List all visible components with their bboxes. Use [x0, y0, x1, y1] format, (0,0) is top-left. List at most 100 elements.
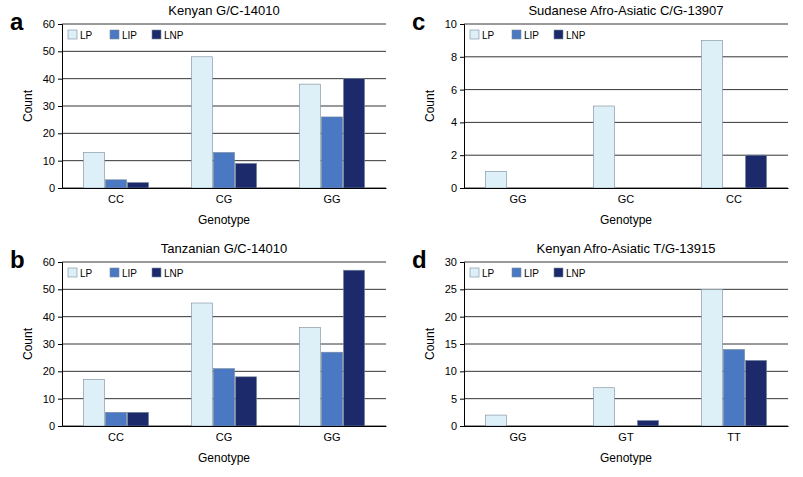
legend: LPLIPLNP: [65, 28, 193, 42]
panel-letter: b: [10, 246, 25, 273]
tick-label: 5: [451, 393, 457, 405]
tick-label: GG: [509, 431, 526, 443]
bar: [127, 412, 148, 426]
panel: 0102030405060CCCGGGLPLIPLNPKenyan G/C-14…: [10, 3, 387, 227]
x-axis: CCCGGG: [63, 427, 387, 443]
tick: 6: [451, 84, 464, 96]
bar: [299, 328, 320, 426]
tick-label: 30: [43, 338, 55, 350]
tick-label: 15: [445, 338, 457, 350]
legend-swatch: [554, 268, 563, 277]
tick: 2: [451, 149, 464, 161]
tick-mark: [58, 79, 62, 80]
tick-label: 60: [43, 256, 55, 268]
tick: 60: [43, 18, 62, 30]
bar: [343, 270, 364, 426]
tick: CC: [108, 431, 124, 443]
tick-label: 0: [49, 182, 55, 194]
panel-letter: a: [10, 8, 24, 35]
tick-label: GG: [509, 193, 526, 205]
tick: 30: [43, 338, 62, 350]
legend-label: LP: [482, 30, 495, 41]
tick: 0: [49, 420, 62, 432]
legend: LPLIPLNP: [467, 266, 595, 280]
bars: [485, 289, 766, 426]
series: [485, 289, 722, 426]
tick: 60: [43, 256, 62, 268]
tick-mark: [58, 399, 62, 400]
tick-label: 30: [445, 256, 457, 268]
legend-swatch: [152, 30, 161, 39]
bar: [127, 183, 148, 188]
tick-label: CC: [108, 193, 124, 205]
grid-line: [464, 262, 788, 263]
bar: [745, 360, 766, 426]
tick: 4: [451, 116, 464, 128]
legend-swatch: [110, 268, 119, 277]
legend-label: LP: [482, 268, 495, 279]
bar: [191, 303, 212, 426]
bar: [321, 117, 342, 188]
grid-line: [464, 188, 788, 189]
tick-label: 0: [451, 182, 457, 194]
plot-area: 0246810GGGCCCLPLIPLNP: [445, 18, 789, 205]
tick-label: 8: [451, 51, 457, 63]
bars: [83, 270, 364, 426]
grid: [464, 262, 788, 426]
legend-label: LIP: [122, 268, 137, 279]
grid-line: [464, 89, 788, 90]
tick: 0: [451, 420, 464, 432]
bars: [485, 40, 766, 188]
tick-label: CC: [108, 431, 124, 443]
tick: 25: [445, 283, 464, 295]
tick: TT: [727, 431, 741, 443]
tick: 40: [43, 311, 62, 323]
panel-letter: c: [412, 8, 425, 35]
bar: [83, 152, 104, 188]
legend-label: LIP: [122, 30, 137, 41]
bar: [343, 79, 364, 188]
y-axis-title: Count: [21, 89, 35, 122]
grid-line: [464, 344, 788, 345]
tick-label: GG: [323, 193, 340, 205]
tick-label: 40: [43, 73, 55, 85]
axis-line: [58, 263, 63, 427]
panel: 0246810GGGCCCLPLIPLNPSudanese Afro-Asiat…: [412, 3, 789, 227]
tick: 10: [43, 155, 62, 167]
bar: [213, 152, 234, 188]
series: [83, 303, 320, 426]
series: [83, 57, 320, 188]
legend-swatch: [512, 268, 521, 277]
title: Sudanese Afro-Asiatic C/G-13907: [528, 3, 723, 18]
y-axis-title: Count: [21, 327, 35, 360]
legend-label: LNP: [566, 30, 586, 41]
legend-label: LIP: [524, 268, 539, 279]
bar: [507, 188, 528, 189]
tick: 10: [445, 18, 464, 30]
tick: GC: [618, 193, 635, 205]
tick: 20: [445, 311, 464, 323]
series: [723, 349, 744, 426]
tick: 10: [43, 393, 62, 405]
legend: LPLIPLNP: [467, 28, 595, 42]
tick-label: 0: [451, 420, 457, 432]
legend-swatch: [470, 268, 479, 277]
tick: 10: [445, 365, 464, 377]
bar: [723, 188, 744, 189]
tick: 0: [451, 182, 464, 194]
x-axis-title: Genotype: [600, 451, 652, 465]
tick: 30: [43, 100, 62, 112]
legend-swatch: [68, 268, 77, 277]
tick-label: 50: [43, 283, 55, 295]
tick-mark: [460, 24, 464, 25]
tick-mark: [460, 122, 464, 123]
tick-mark: [58, 426, 62, 427]
x-axis: GGGCCC: [465, 189, 789, 205]
grid-line: [464, 155, 788, 156]
legend-background: [467, 28, 595, 42]
tick-mark: [58, 344, 62, 345]
plot-area: 051015202530GGGTTTLPLIPLNP: [445, 256, 789, 443]
tick-mark: [460, 317, 464, 318]
tick: CG: [216, 431, 233, 443]
y-axis-title: Count: [423, 89, 437, 122]
